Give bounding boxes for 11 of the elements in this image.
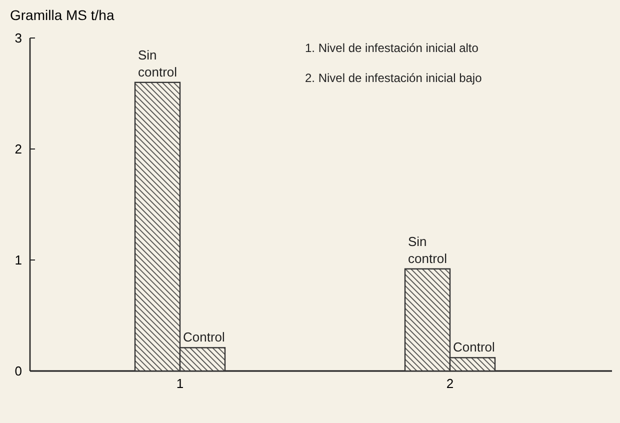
y-tick-label: 3 — [14, 30, 22, 46]
y-axis-title: Gramilla MS t/ha — [10, 7, 114, 23]
y-tick-label: 0 — [14, 364, 22, 379]
text: Sin control — [408, 234, 448, 266]
y-tick-label: 1 — [14, 252, 22, 268]
text: Control — [453, 340, 495, 355]
y-tick-label: 2 — [14, 142, 22, 157]
annotation: 1. Nivel de infestación inicial alto — [305, 41, 479, 55]
annotation: 2. Nivel de infestación inicial bajo — [305, 71, 482, 85]
series-label: Sin control — [138, 47, 178, 80]
series-label: Control — [183, 330, 226, 345]
